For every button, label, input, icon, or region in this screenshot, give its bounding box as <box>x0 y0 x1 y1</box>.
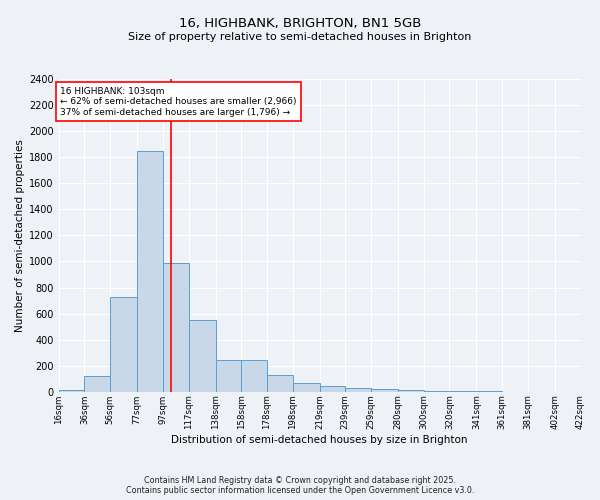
Bar <box>241 360 267 392</box>
Text: Contains HM Land Registry data © Crown copyright and database right 2025.
Contai: Contains HM Land Registry data © Crown c… <box>126 476 474 495</box>
Bar <box>424 391 449 392</box>
Text: 16 HIGHBANK: 103sqm
← 62% of semi-detached houses are smaller (2,966)
37% of sem: 16 HIGHBANK: 103sqm ← 62% of semi-detach… <box>60 87 296 117</box>
Bar <box>320 386 346 392</box>
Bar <box>293 382 320 392</box>
Bar <box>85 376 110 392</box>
Bar <box>110 296 137 392</box>
Bar <box>476 391 502 392</box>
Bar <box>398 390 424 392</box>
Bar <box>163 264 188 392</box>
Text: Size of property relative to semi-detached houses in Brighton: Size of property relative to semi-detach… <box>128 32 472 42</box>
Bar <box>59 390 85 392</box>
Bar <box>188 320 215 392</box>
X-axis label: Distribution of semi-detached houses by size in Brighton: Distribution of semi-detached houses by … <box>172 435 468 445</box>
Bar <box>449 391 476 392</box>
Y-axis label: Number of semi-detached properties: Number of semi-detached properties <box>15 139 25 332</box>
Text: 16, HIGHBANK, BRIGHTON, BN1 5GB: 16, HIGHBANK, BRIGHTON, BN1 5GB <box>179 18 421 30</box>
Bar <box>371 388 398 392</box>
Bar <box>267 375 293 392</box>
Bar <box>137 150 163 392</box>
Bar <box>346 388 371 392</box>
Bar <box>215 360 241 392</box>
